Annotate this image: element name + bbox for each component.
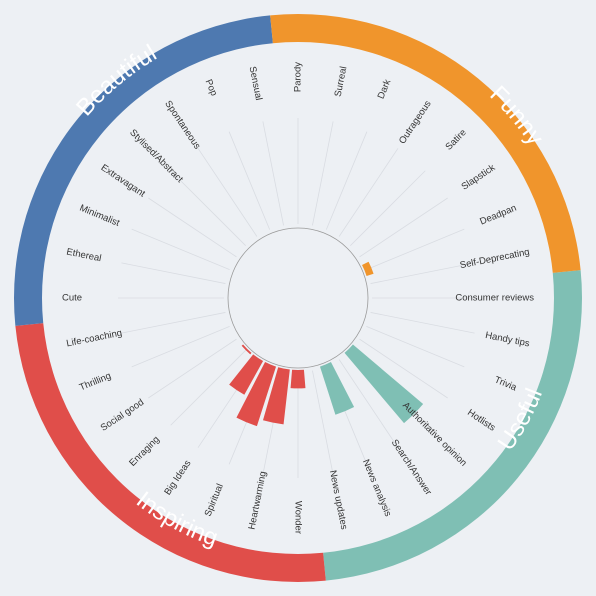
category-label-enraging: Enraging <box>127 434 162 469</box>
bar-heartwarming <box>262 367 290 425</box>
spoke-pop <box>228 131 271 230</box>
category-label-minimalist: Minimalist <box>78 203 122 229</box>
category-label-trivia: Trivia <box>493 374 519 393</box>
ring-segment-useful <box>323 270 582 581</box>
spoke-outrageous <box>338 148 399 237</box>
bar-wonder <box>290 369 306 389</box>
category-label-search-answer: Search/Answer <box>389 438 434 498</box>
category-label-stylised-abstract: Stylised/Abstract <box>127 127 185 185</box>
spoke-deadpan <box>366 228 465 271</box>
category-label-extravagant: Extravagant <box>99 162 148 200</box>
spoke-enraging <box>170 350 246 426</box>
ring-segment-funny <box>270 14 581 273</box>
category-label-news-analysis: News analysis <box>360 458 393 519</box>
bars <box>229 261 424 427</box>
spoke-satire <box>350 170 426 246</box>
spoke-hotlists <box>359 338 448 399</box>
bar-spiritual <box>236 362 277 427</box>
spoke-social-good <box>148 338 237 399</box>
bar-news-analysis <box>319 362 355 415</box>
category-label-wonder: Wonder <box>292 501 303 534</box>
category-label-big-ideas: Big Ideas <box>162 458 193 497</box>
category-label-pop: Pop <box>203 78 220 98</box>
spoke-self-deprecating <box>370 262 475 284</box>
spoke-ethereal <box>121 262 226 284</box>
category-label-parody: Parody <box>293 62 304 92</box>
ring-segment-beautiful <box>14 15 273 326</box>
category-label-spiritual: Spiritual <box>203 482 226 518</box>
spoke-extravagant <box>148 197 237 258</box>
spoke-sensual <box>262 121 284 226</box>
category-label-hotlists: Hotlists <box>465 407 497 434</box>
ring-segment-inspiring <box>15 323 326 582</box>
base-circle <box>227 227 369 369</box>
group-ring <box>14 14 582 582</box>
spoke-search-answer <box>338 359 399 448</box>
category-label-handy-tips: Handy tips <box>484 330 530 350</box>
spoke-trivia <box>366 325 465 368</box>
category-label-cute: Cute <box>62 293 82 304</box>
spoke-spontaneous <box>197 148 258 237</box>
category-label-self-deprecating: Self-Deprecating <box>459 247 531 272</box>
bar-enraging <box>241 344 252 355</box>
spoke-slapstick <box>359 197 448 258</box>
category-label-social-good: Social good <box>99 397 146 434</box>
spoke-surreal <box>312 121 334 226</box>
spoke-thrilling <box>131 325 230 368</box>
spoke-dark <box>325 131 368 230</box>
spoke-life-coaching <box>121 312 226 334</box>
category-label-dark: Dark <box>376 78 394 101</box>
category-label-life-coaching: Life-coaching <box>65 328 123 350</box>
category-label-sensual: Sensual <box>247 65 264 101</box>
category-label-heartwarming: Heartwarming <box>247 470 269 530</box>
spoke-handy-tips <box>370 312 475 334</box>
category-label-thrilling: Thrilling <box>78 371 113 394</box>
category-label-surreal: Surreal <box>333 65 350 97</box>
bar-big-ideas <box>229 354 264 395</box>
spoke-minimalist <box>131 228 230 271</box>
category-label-spontaneous: Spontaneous <box>162 99 202 152</box>
category-label-news-updates: News updates <box>327 469 350 530</box>
category-label-satire: Satire <box>443 127 468 152</box>
bar-authoritative-opinion <box>344 344 424 424</box>
category-label-consumer-reviews: Consumer reviews <box>455 293 534 304</box>
spoke-stylised-abstract <box>170 170 246 246</box>
category-label-outrageous: Outrageous <box>397 99 434 147</box>
category-label-slapstick: Slapstick <box>460 162 498 192</box>
category-label-deadpan: Deadpan <box>478 203 518 228</box>
spoke-news-updates <box>312 370 334 475</box>
bar-deadpan <box>362 261 374 277</box>
category-label-ethereal: Ethereal <box>65 247 102 265</box>
